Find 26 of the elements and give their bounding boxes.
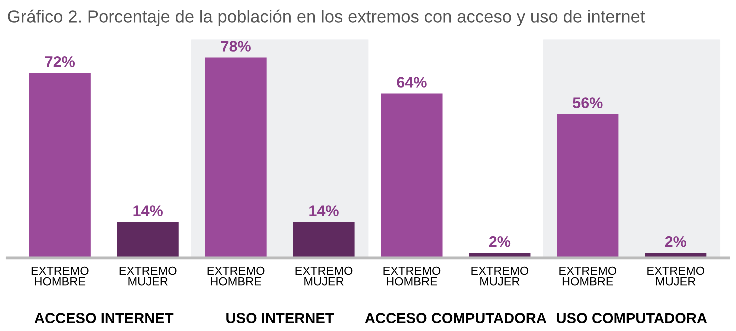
data-label: 64% <box>397 77 427 88</box>
text: ACCESO COMPUTADORA <box>365 313 547 324</box>
x-tick-label: EXTREMO MUJER <box>296 266 353 286</box>
x-tick-label: EXTREMO HOMBRE <box>560 266 617 286</box>
chart-title: Gráfico 2. Porcentaje de la población en los extremos con acceso y uso de internet <box>8 10 646 26</box>
bar <box>557 114 619 258</box>
data-label: 56% <box>573 98 603 108</box>
bar <box>381 94 443 258</box>
bar <box>117 222 179 258</box>
x-tick-label: EXTREMO HOMBRE <box>384 266 441 286</box>
text: USO COMPUTADORA <box>557 313 708 324</box>
text: USO INTERNET <box>226 313 334 324</box>
data-label: 14% <box>134 206 163 216</box>
x-tick-label: EXTREMO MUJER <box>120 266 177 286</box>
x-tick-label: EXTREMO HOMBRE <box>208 266 265 286</box>
data-label: 78% <box>221 41 251 52</box>
data-label: 2% <box>489 236 511 248</box>
text: ACCESO INTERNET <box>34 313 174 324</box>
data-label: 2% <box>665 236 686 248</box>
x-tick-label: EXTREMO MUJER <box>648 266 704 286</box>
bar <box>29 73 91 258</box>
x-tick-label: EXTREMO HOMBRE <box>32 266 89 286</box>
data-label: 14% <box>310 206 339 216</box>
bar <box>293 222 355 258</box>
data-label: 72% <box>46 56 76 68</box>
x-tick-label: EXTREMO MUJER <box>472 266 529 286</box>
